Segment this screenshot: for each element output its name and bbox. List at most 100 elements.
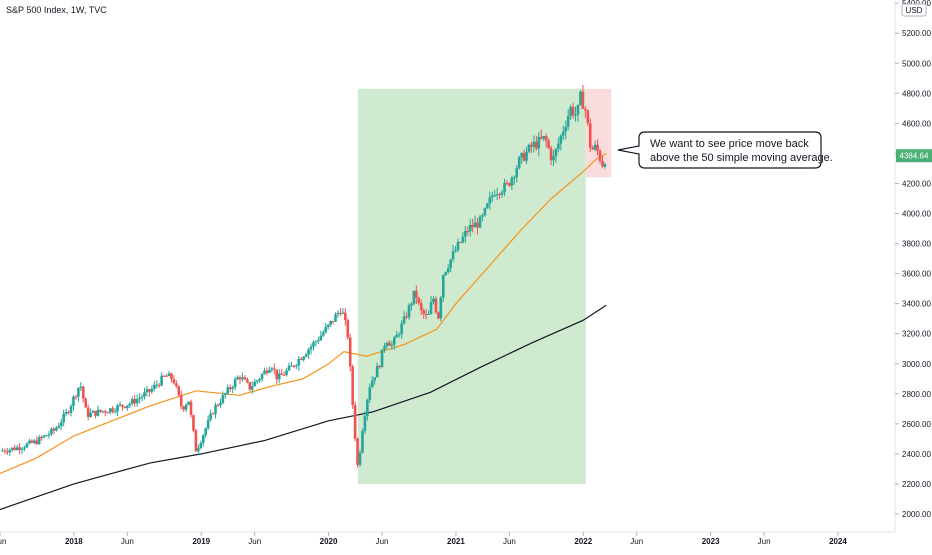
candle-body xyxy=(138,397,141,400)
candle-body xyxy=(459,241,462,243)
candle-body xyxy=(544,136,548,141)
candle-body xyxy=(165,375,168,377)
candle-body xyxy=(393,337,396,345)
candle-body xyxy=(241,377,244,380)
candle-body xyxy=(326,324,330,328)
candle-body xyxy=(390,344,394,346)
candle-body xyxy=(15,447,19,450)
candle-body xyxy=(566,116,570,127)
candle-body xyxy=(248,382,252,390)
candle-body xyxy=(346,320,350,338)
candle-body xyxy=(427,313,430,315)
candle-body xyxy=(579,91,582,105)
candle-body xyxy=(525,151,528,161)
candle-body xyxy=(116,405,119,412)
candle-body xyxy=(481,215,484,217)
candle-body xyxy=(20,448,24,450)
candle-body xyxy=(64,411,68,414)
candle-body xyxy=(370,380,374,388)
x-tick-label: 2024 xyxy=(829,537,847,546)
candle-body xyxy=(446,268,450,272)
candle-body xyxy=(277,373,281,380)
candle-body xyxy=(13,447,16,450)
candle-body xyxy=(272,368,276,370)
candle-body xyxy=(6,451,9,453)
candle-body xyxy=(395,334,399,338)
candle-body xyxy=(554,148,558,157)
candle-body xyxy=(10,447,14,450)
candle-body xyxy=(601,160,604,167)
y-tick-label: 2400.00 xyxy=(902,450,931,459)
svg-text:4384.64: 4384.64 xyxy=(900,152,929,161)
candle-body xyxy=(549,147,553,161)
candle-body xyxy=(162,375,166,377)
candle-body xyxy=(37,437,41,445)
candle-body xyxy=(432,298,435,303)
candle-body xyxy=(94,410,97,416)
candle-body xyxy=(361,431,364,453)
candle-body xyxy=(331,321,335,323)
candle-body xyxy=(292,365,296,367)
candle-body xyxy=(55,427,58,431)
candle-body xyxy=(157,384,161,386)
candle-body xyxy=(356,438,359,465)
x-tick-label: 2020 xyxy=(320,537,338,546)
x-tick-label: Jun xyxy=(630,537,643,546)
candle-body xyxy=(505,182,509,184)
candle-body xyxy=(299,358,303,360)
candle-body xyxy=(1,450,4,452)
candle-body xyxy=(189,401,193,416)
candle-body xyxy=(383,346,386,350)
candle-body xyxy=(385,342,389,347)
candle-body xyxy=(121,404,124,407)
candle-body xyxy=(69,406,73,413)
candle-body xyxy=(263,370,266,375)
candle-body xyxy=(410,303,413,306)
candle-body xyxy=(358,452,362,465)
annotation-callout[interactable]: We want to see price move back above the… xyxy=(617,131,833,169)
candle-body xyxy=(388,342,391,346)
candle-body xyxy=(282,374,286,376)
candle-body xyxy=(476,222,479,228)
candle-body xyxy=(530,144,533,147)
candle-body xyxy=(285,370,288,375)
candle-body xyxy=(422,310,425,314)
candle-body xyxy=(290,365,293,367)
y-tick-label: 2800.00 xyxy=(902,390,931,399)
candle-body xyxy=(434,298,438,313)
candle-body xyxy=(47,434,51,436)
candle-body xyxy=(561,131,565,136)
candle-body xyxy=(214,405,217,414)
candle-body xyxy=(187,401,190,405)
candle-body xyxy=(238,377,242,380)
candle-body xyxy=(35,440,39,445)
candle-body xyxy=(211,413,215,415)
currency-label: USD xyxy=(901,3,927,17)
candle-body xyxy=(564,126,568,132)
y-tick-label: 2600.00 xyxy=(902,420,931,429)
candle-body xyxy=(302,356,305,360)
candle-body xyxy=(79,386,83,388)
candle-body xyxy=(236,377,239,380)
candle-body xyxy=(348,337,352,367)
y-tick-label: 4600.00 xyxy=(902,119,931,128)
candle-body xyxy=(444,271,448,275)
candle-body xyxy=(353,405,357,439)
candle-body xyxy=(145,389,149,393)
candle-body xyxy=(209,413,212,420)
candle-body xyxy=(86,407,90,417)
candle-body xyxy=(201,435,205,443)
candle-body xyxy=(378,365,381,368)
candle-body xyxy=(439,297,443,319)
candle-body xyxy=(571,106,575,116)
svg-text:USD: USD xyxy=(906,6,923,15)
chart-title: S&P 500 Index, 1W, TVC xyxy=(6,5,107,15)
candle-body xyxy=(260,374,264,380)
candle-body xyxy=(275,369,279,380)
y-tick-label: 5200.00 xyxy=(902,29,931,38)
candle-body xyxy=(295,365,298,367)
candle-body xyxy=(415,290,418,298)
candle-body xyxy=(309,346,313,350)
